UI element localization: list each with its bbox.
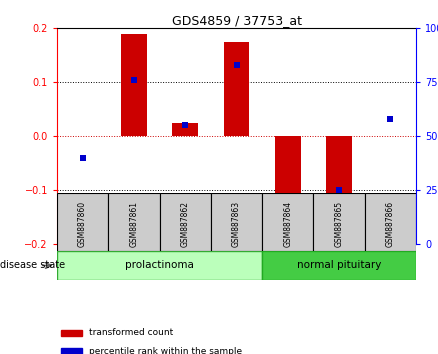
Text: GSM887865: GSM887865 (335, 201, 344, 247)
Text: disease state: disease state (0, 261, 65, 270)
Point (233, 62, 240, 68)
Bar (121, 34, 147, 136)
Text: GSM887860: GSM887860 (78, 201, 87, 247)
Text: percentile rank within the sample: percentile rank within the sample (89, 347, 242, 354)
Bar (314, 193, 365, 251)
Point (336, 187, 343, 193)
Title: GDS4859 / 37753_at: GDS4859 / 37753_at (172, 14, 301, 27)
Text: GSM887863: GSM887863 (232, 201, 241, 247)
Point (182, 122, 189, 128)
Bar (224, 42, 249, 136)
Point (284, 198, 291, 204)
Bar (108, 193, 159, 251)
Bar (57, 193, 108, 251)
Bar (262, 193, 314, 251)
Bar (57, 251, 262, 280)
Point (79, 155, 86, 161)
Text: prolactinoma: prolactinoma (125, 261, 194, 270)
Text: GSM887866: GSM887866 (386, 201, 395, 247)
Text: transformed count: transformed count (89, 328, 173, 337)
Text: normal pituitary: normal pituitary (297, 261, 381, 270)
Bar (262, 251, 416, 280)
Bar (326, 136, 352, 201)
Point (131, 77, 138, 83)
Text: GSM887862: GSM887862 (181, 201, 190, 247)
Bar (365, 193, 416, 251)
Bar (275, 136, 300, 204)
Bar (211, 193, 262, 251)
Text: GSM887861: GSM887861 (129, 201, 138, 247)
Point (387, 116, 394, 122)
Bar (159, 193, 211, 251)
Bar (60, 348, 82, 354)
Text: GSM887864: GSM887864 (283, 201, 292, 247)
Bar (60, 330, 82, 336)
Bar (173, 123, 198, 136)
